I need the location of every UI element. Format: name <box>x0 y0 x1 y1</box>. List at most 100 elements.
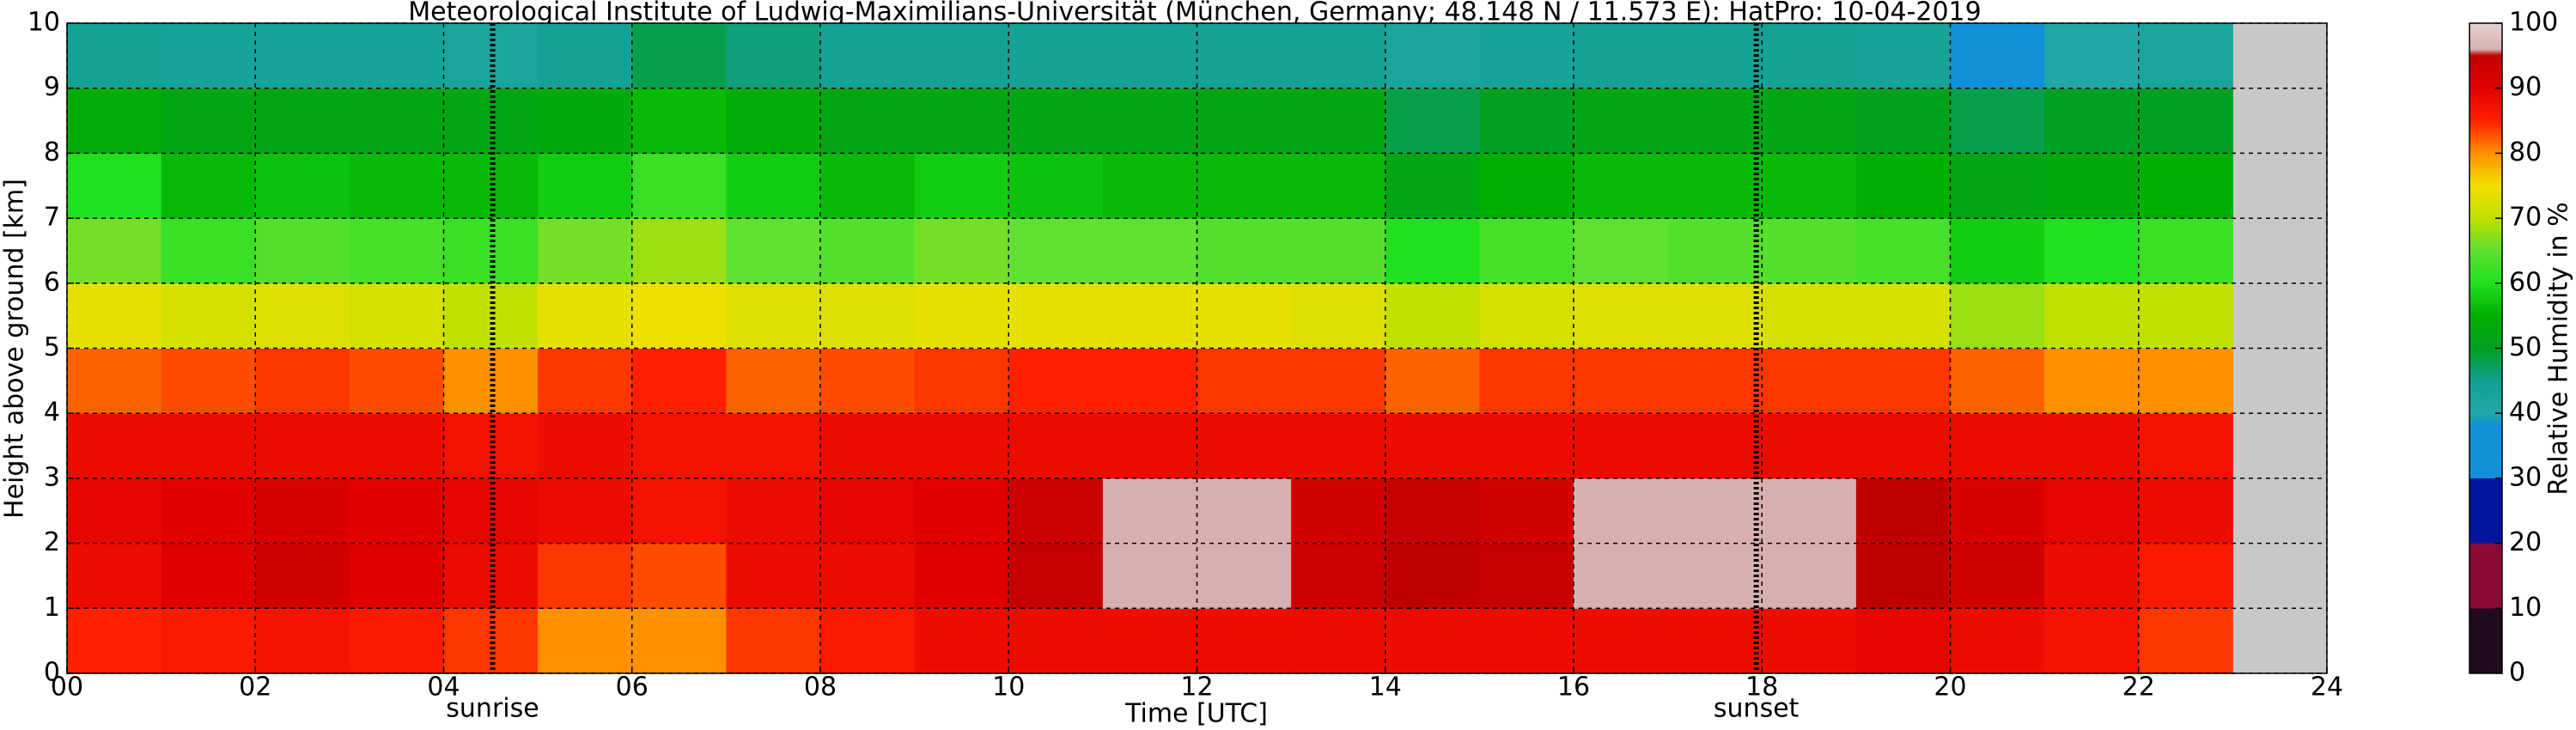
heatmap-cell <box>820 283 916 349</box>
heatmap-cell <box>1950 478 2045 544</box>
heatmap-cell <box>349 283 444 349</box>
heatmap-cell <box>349 348 444 414</box>
heatmap-cell <box>1291 283 1386 349</box>
heatmap-cell <box>726 543 821 609</box>
colorbar-tick-label: 40 <box>2509 398 2542 428</box>
heatmap-cell <box>631 283 727 349</box>
y-tick-label: 3 <box>44 462 60 492</box>
heatmap-cell <box>1385 348 1480 414</box>
heatmap-cell <box>67 153 162 219</box>
heatmap-cell <box>631 478 727 544</box>
heatmap-cell <box>1385 608 1480 674</box>
heatmap-cell <box>255 218 350 284</box>
heatmap-cell <box>2138 88 2233 154</box>
heatmap-cell <box>820 608 916 674</box>
x-tick-label: 22 <box>2122 672 2155 703</box>
heatmap-cell <box>538 348 633 414</box>
y-tick-label: 7 <box>44 203 60 233</box>
heatmap-cell <box>1479 23 1574 89</box>
heatmap-cell <box>538 608 633 674</box>
heatmap-cell <box>538 88 633 154</box>
heatmap-cell <box>1574 478 1669 544</box>
x-tick-label: 02 <box>239 672 271 703</box>
heatmap-cell <box>1762 88 1857 154</box>
heatmap-cell <box>538 218 633 284</box>
heatmap-cell <box>2044 543 2140 609</box>
heatmap-cell <box>1197 88 1292 154</box>
heatmap-cell <box>1385 218 1480 284</box>
heatmap-cell <box>1291 608 1386 674</box>
heatmap-cell <box>726 608 821 674</box>
heatmap-cell <box>1667 88 1763 154</box>
heatmap-cell <box>2044 283 2140 349</box>
heatmap-cell <box>1855 153 1951 219</box>
heatmap-cell <box>538 23 633 89</box>
heatmap-cell <box>631 543 727 609</box>
heatmap-cell <box>631 413 727 479</box>
heatmap-cell <box>1667 218 1763 284</box>
heatmap-cell <box>1762 478 1857 544</box>
heatmap-cell <box>820 478 916 544</box>
x-tick-label: 16 <box>1557 672 1590 703</box>
heatmap-cell <box>726 218 821 284</box>
heatmap-cell <box>726 88 821 154</box>
heatmap-cell <box>67 23 162 89</box>
heatmap-cell <box>255 413 350 479</box>
heatmap-cell <box>2044 478 2140 544</box>
heatmap-cell <box>1855 23 1951 89</box>
heatmap-cell <box>1197 283 1292 349</box>
x-tick-label: 10 <box>992 672 1025 703</box>
heatmap-cell <box>255 23 350 89</box>
heatmap-cell <box>1855 88 1951 154</box>
heatmap-cell <box>820 23 916 89</box>
heatmap-cell <box>914 153 1009 219</box>
heatmap-cell <box>255 88 350 154</box>
y-tick-label: 6 <box>44 267 60 297</box>
heatmap-cell <box>1102 23 1197 89</box>
heatmap-cell <box>67 608 162 674</box>
heatmap-cell <box>1574 413 1669 479</box>
heatmap-cell <box>820 413 916 479</box>
heatmap-cell <box>1102 283 1197 349</box>
heatmap-cell <box>1008 543 1104 609</box>
colorbar-tick-label: 50 <box>2509 332 2542 362</box>
heatmap-cell <box>1102 348 1197 414</box>
heatmap-cell <box>1385 413 1480 479</box>
heatmap-cell <box>1102 608 1197 674</box>
heatmap-cell <box>1762 348 1857 414</box>
heatmap-cell <box>1855 218 1951 284</box>
heatmap-cell <box>1008 153 1104 219</box>
heatmap-cell <box>1385 478 1480 544</box>
heatmap-cell <box>1385 153 1480 219</box>
y-tick-label: 2 <box>44 527 60 557</box>
heatmap-cell <box>1197 478 1292 544</box>
heatmap-cell <box>1574 608 1669 674</box>
heatmap-cell <box>1479 153 1574 219</box>
heatmap-cell <box>1291 23 1386 89</box>
heatmap-cell <box>820 153 916 219</box>
heatmap-cell <box>349 23 444 89</box>
heatmap-cell <box>1855 348 1951 414</box>
y-tick-label: 0 <box>44 658 60 688</box>
x-tick-label: 08 <box>804 672 837 703</box>
heatmap-cell <box>1385 23 1480 89</box>
heatmap-cell <box>538 478 633 544</box>
heatmap-cell <box>161 543 256 609</box>
heatmap-cell <box>349 153 444 219</box>
heatmap-cell <box>914 543 1009 609</box>
heatmap-cell <box>2044 413 2140 479</box>
plot-frame <box>66 22 2328 674</box>
heatmap-cell <box>1008 608 1104 674</box>
heatmap-cell <box>349 88 444 154</box>
heatmap-cell <box>2044 23 2140 89</box>
heatmap-cell <box>2044 88 2140 154</box>
heatmap-cell <box>631 153 727 219</box>
heatmap-cell <box>349 543 444 609</box>
heatmap-cell <box>1385 283 1480 349</box>
y-tick-label: 8 <box>44 137 60 167</box>
heatmap-cell <box>1950 543 2045 609</box>
heatmap-cell <box>1762 23 1857 89</box>
heatmap-cell <box>67 283 162 349</box>
heatmap-cell <box>1667 348 1763 414</box>
